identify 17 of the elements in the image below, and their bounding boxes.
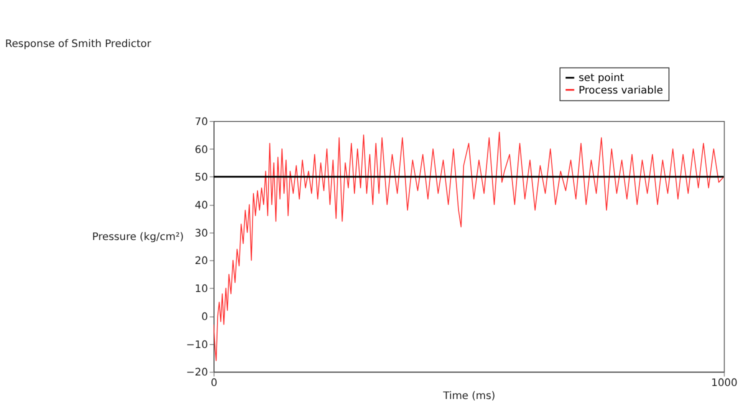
y-tick-label: 40 [194, 199, 208, 212]
y-tick-label: 30 [194, 227, 208, 240]
y-tick-label: 70 [194, 116, 208, 128]
y-tick-label: −20 [186, 366, 208, 379]
y-axis-title: Pressure (kg/cm²) [92, 230, 184, 243]
y-tick-label: −10 [186, 338, 208, 351]
line-series [214, 132, 724, 362]
x-axis-title: Time (ms) [442, 390, 496, 402]
y-tick-label: 10 [194, 283, 208, 296]
y-tick-label: 50 [194, 172, 208, 184]
y-tick-label: 20 [194, 255, 208, 268]
y-tick-label: 60 [194, 144, 208, 156]
y-tick-label: 0 [201, 310, 208, 323]
x-tick-label: 1000 [711, 377, 738, 390]
legend-label: Process variable [578, 84, 663, 96]
text: Response of Smith Predictor [5, 38, 152, 50]
legend-label: set point [578, 72, 624, 84]
